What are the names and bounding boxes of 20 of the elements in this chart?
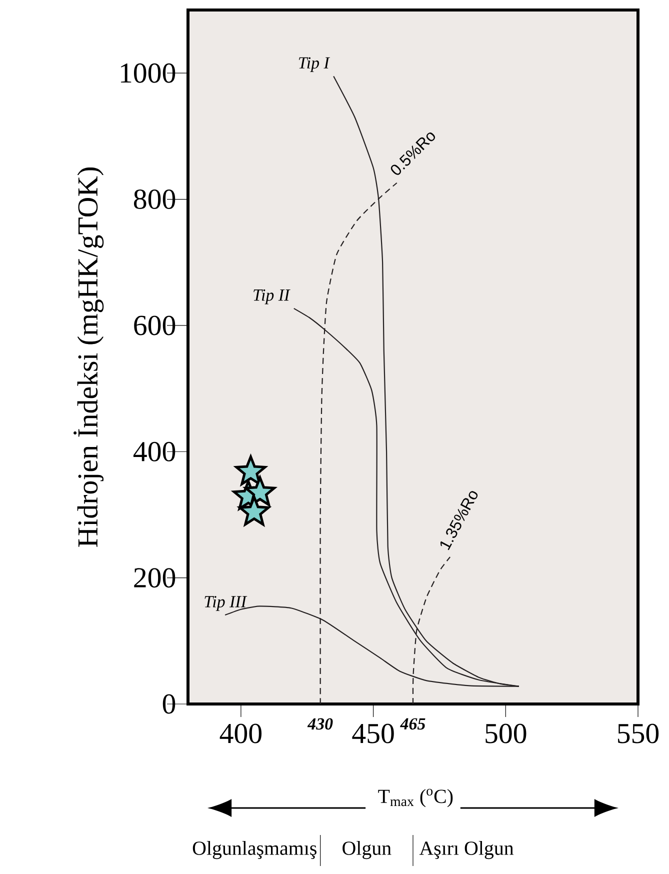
y-axis-title: Hidrojen İndeksi (mgHK/gTOK) <box>74 168 104 547</box>
y-tick-label: 1000 <box>120 63 176 83</box>
series-label: Tip III <box>204 596 248 611</box>
y-tick-label: 200 <box>134 568 176 588</box>
x-axis-title: T$_{max}$ ($^{o}$C) <box>378 788 453 808</box>
x-tick-label: 550 <box>618 724 659 744</box>
y-tick-label: 800 <box>134 190 176 210</box>
series-label: Tip I <box>298 57 330 72</box>
x-tick-label: 400 <box>220 724 262 744</box>
y-tick-label: 600 <box>134 316 176 336</box>
y-tick-label: 0 <box>162 694 176 714</box>
text: Aşırı Olgun <box>419 840 514 860</box>
annotation: 465 <box>400 718 426 730</box>
x-tick-label: 500 <box>486 724 526 744</box>
x-tick-label: 450 <box>352 724 394 744</box>
y-tick-label: 400 <box>133 442 176 462</box>
annotation: 430 <box>307 718 333 730</box>
text: Olgunlaşmamış <box>192 840 316 860</box>
text: Olgun <box>342 840 392 860</box>
series-label: Tip II <box>254 289 290 304</box>
